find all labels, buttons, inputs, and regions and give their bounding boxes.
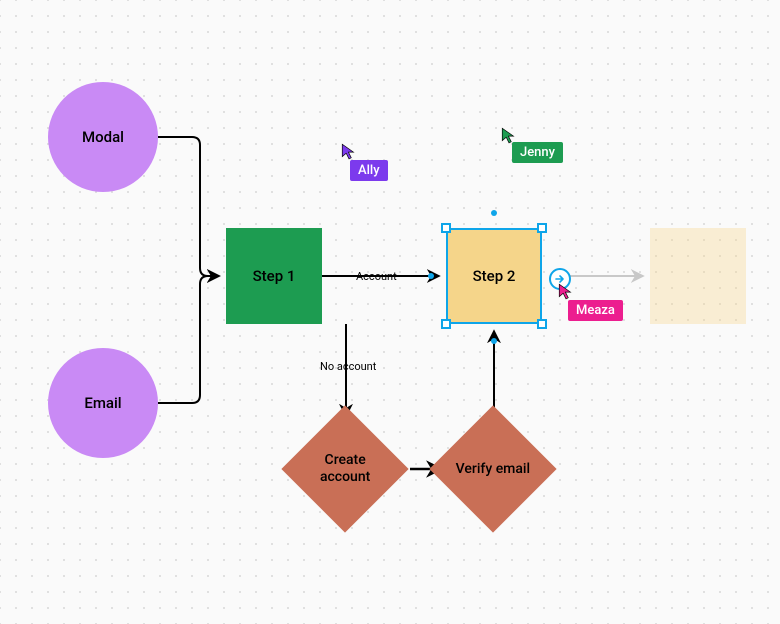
- cursor-pointer-icon: [340, 142, 358, 160]
- node-step1[interactable]: Step 1: [226, 228, 322, 324]
- node-label: Step 1: [253, 267, 296, 285]
- node-modal[interactable]: Modal: [48, 82, 158, 192]
- cursor-name-tag: Ally: [350, 160, 388, 181]
- selection-handle[interactable]: [441, 319, 451, 329]
- node-verify-email[interactable]: Verify email: [429, 405, 556, 532]
- selection-handle[interactable]: [441, 223, 451, 233]
- node-email[interactable]: Email: [48, 348, 158, 458]
- selection-handle[interactable]: [537, 319, 547, 329]
- cursor-name-tag: Meaza: [568, 300, 623, 321]
- node-step2-selected[interactable]: Step 2: [446, 228, 542, 324]
- node-label: Email: [84, 394, 121, 412]
- node-label: Verify email: [456, 461, 530, 478]
- selection-midpoint[interactable]: [491, 210, 497, 216]
- node-label: Create account: [300, 452, 390, 486]
- selection-handle[interactable]: [537, 223, 547, 233]
- edge-label-account: Account: [356, 270, 397, 283]
- cursor-pointer-icon: [557, 282, 575, 300]
- node-label: Modal: [82, 128, 124, 146]
- cursor-name-tag: Jenny: [512, 142, 563, 163]
- node-label: Step 2: [473, 267, 516, 285]
- edge-label-no-account: No account: [320, 360, 376, 373]
- node-create-account[interactable]: Create account: [281, 405, 408, 532]
- node-ghost[interactable]: [650, 228, 746, 324]
- selection-midpoint[interactable]: [491, 338, 497, 344]
- selection-midpoint[interactable]: [428, 273, 434, 279]
